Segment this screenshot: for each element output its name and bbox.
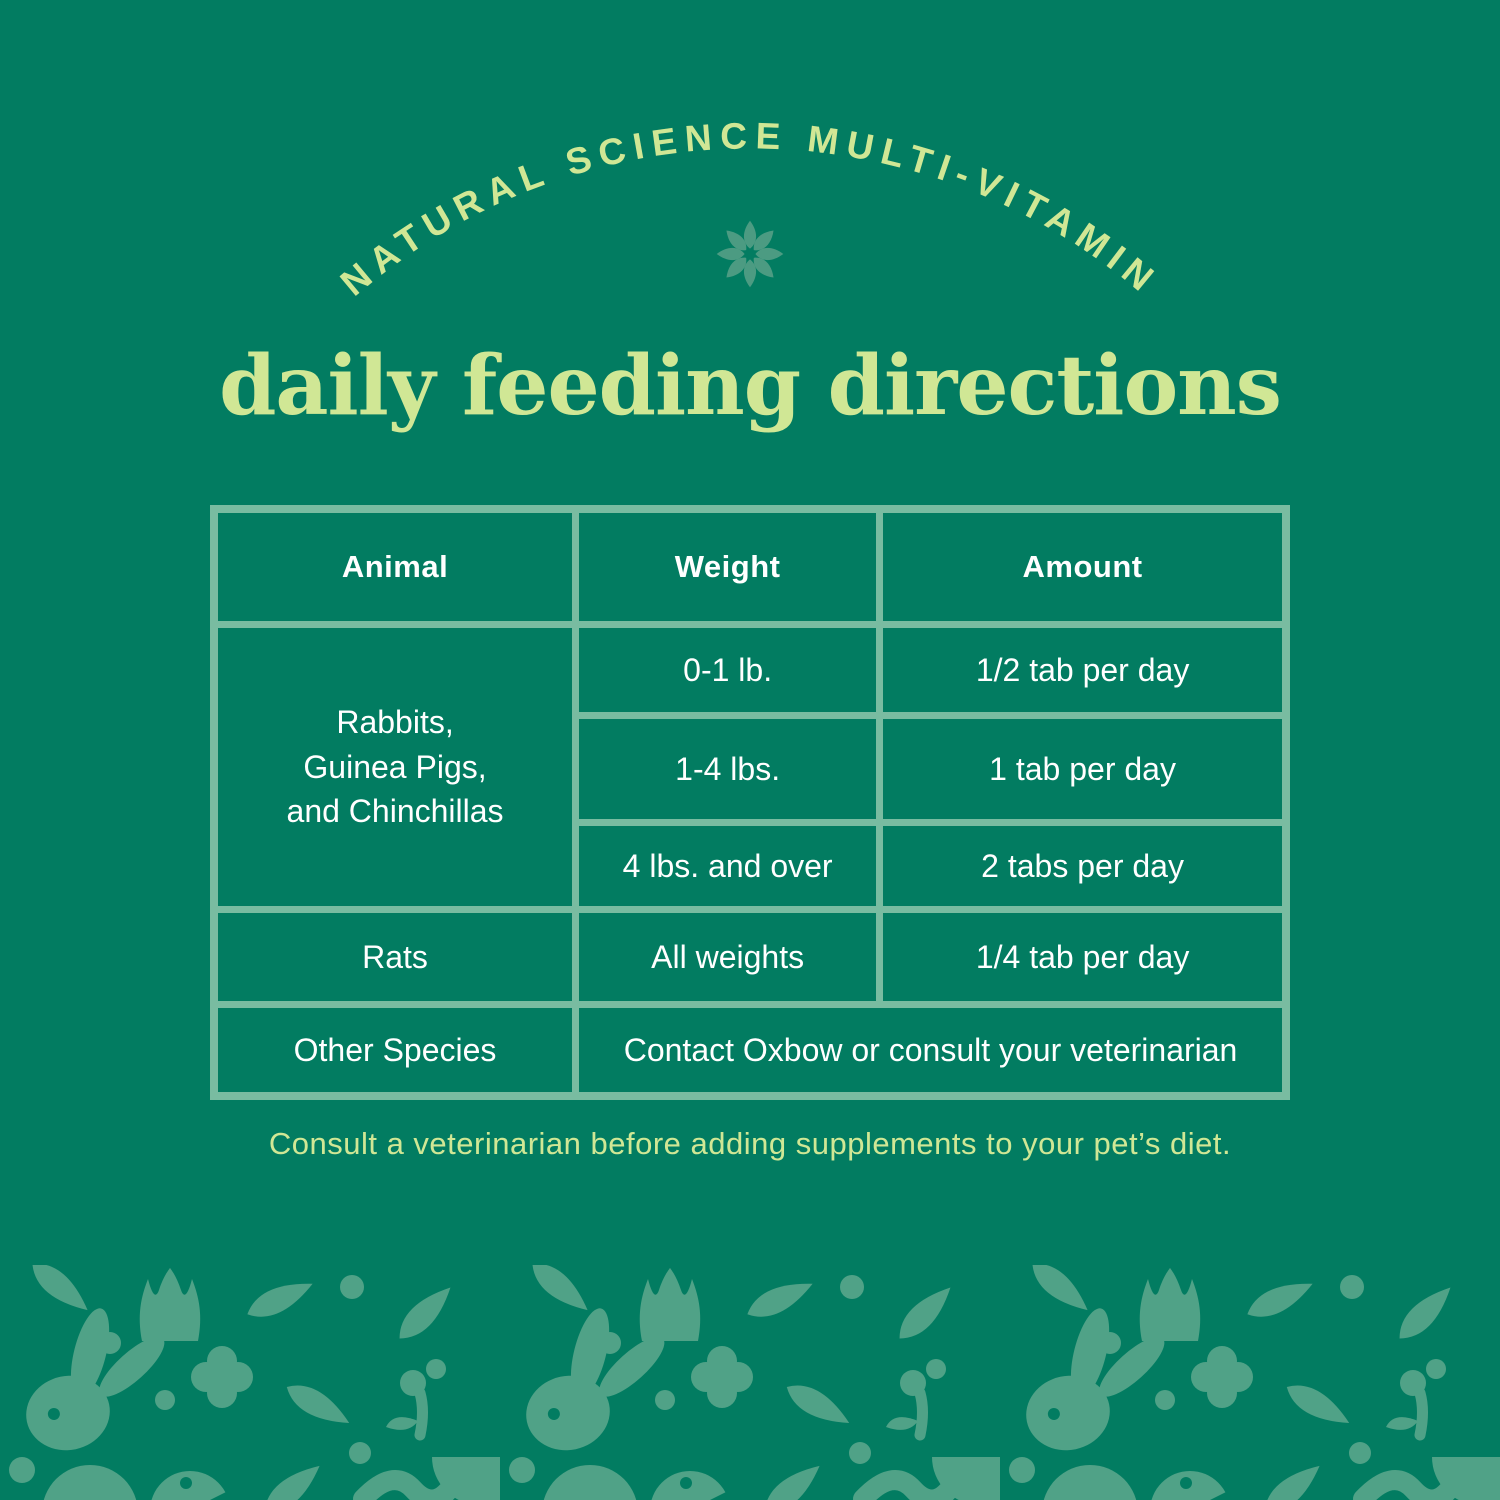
column-header-amount: Amount — [883, 513, 1282, 621]
amount-cell-two-tabs: 2 tabs per day — [883, 826, 1282, 906]
amount-cell-one-tab: 1 tab per day — [883, 719, 1282, 819]
footer-note: Consult a veterinarian before adding sup… — [268, 1126, 1232, 1161]
animal-cell-rats: Rats — [218, 913, 573, 1001]
amount-cell-quarter-tab: 1/4 tab per day — [883, 913, 1282, 1001]
weight-cell-0-1-lb: 0-1 lb. — [579, 628, 877, 712]
flower-icon — [716, 220, 784, 288]
column-header-animal: Animal — [218, 513, 573, 621]
amount-cell-half-tab: 1/2 tab per day — [883, 628, 1282, 712]
page-title: daily feeding directions — [219, 338, 1282, 434]
weight-cell-all-weights: All weights — [579, 913, 877, 1001]
animal-group-cell-rabbits: Rabbits, Guinea Pigs, and Chinchillas — [218, 628, 573, 906]
weight-cell-1-4-lbs: 1-4 lbs. — [579, 719, 877, 819]
column-header-weight: Weight — [579, 513, 877, 621]
feeding-table: Animal Weight Amount Rabbits, Guinea Pig… — [210, 505, 1290, 1100]
note-cell-contact-oxbow: Contact Oxbow or consult your veterinari… — [579, 1008, 1282, 1092]
animal-cell-other-species: Other Species — [218, 1008, 573, 1092]
pattern-band — [0, 1265, 1500, 1500]
weight-cell-4-lbs-over: 4 lbs. and over — [579, 826, 877, 906]
